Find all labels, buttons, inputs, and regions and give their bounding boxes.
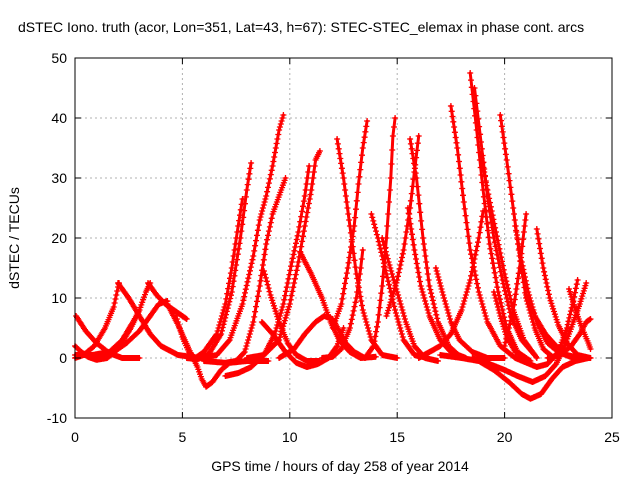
arc-markers: [415, 208, 487, 361]
x-tick-label: 20: [497, 429, 513, 445]
arc-line: [546, 317, 592, 360]
y-tick-label: 10: [51, 290, 67, 306]
arc-line: [116, 281, 202, 360]
arc-line: [408, 137, 464, 360]
arc-line: [320, 248, 365, 360]
arc-line: [567, 287, 592, 351]
y-tick-label: 0: [59, 350, 67, 366]
arc-41: [544, 316, 594, 361]
arc-line: [74, 314, 141, 360]
x-tick-label: 15: [389, 429, 405, 445]
arc-line: [380, 236, 440, 363]
arc-26: [407, 136, 465, 361]
arc-line: [262, 269, 322, 363]
arc-18: [319, 247, 366, 361]
arc-line: [479, 152, 539, 360]
arc-line: [449, 104, 517, 360]
arc-line: [369, 212, 429, 360]
arc-34: [501, 211, 530, 349]
arc-19: [334, 136, 401, 361]
arc-42: [566, 286, 594, 352]
arc-line: [503, 212, 528, 348]
x-tick-label: 10: [282, 429, 298, 445]
arc-line: [95, 299, 169, 360]
arc-13: [243, 148, 323, 361]
x-tick-label: 25: [604, 429, 620, 445]
y-tick-label: 30: [51, 170, 67, 186]
y-tick-label: 40: [51, 110, 67, 126]
arc-markers: [198, 112, 287, 361]
arc-line: [524, 293, 592, 360]
x-axis-label: GPS time / hours of day 258 of year 2014: [211, 458, 469, 474]
arc-line: [260, 320, 345, 369]
arc-line: [470, 281, 588, 384]
arc-line: [299, 251, 378, 360]
arc-28: [432, 265, 508, 361]
arc-line: [498, 113, 556, 360]
arc-15: [258, 319, 347, 370]
arc-43: [490, 289, 530, 361]
x-tick-label: 5: [179, 429, 187, 445]
arc-14: [261, 268, 323, 364]
arc-line: [202, 176, 287, 365]
arc-line: [331, 119, 369, 330]
y-tick-label: 20: [51, 230, 67, 246]
arc-10: [198, 112, 287, 361]
arc-20: [329, 118, 371, 331]
arc-27: [415, 208, 487, 361]
arc-line: [434, 266, 507, 360]
arc-line: [245, 149, 322, 360]
arc-4: [93, 298, 171, 361]
chart-title: dSTEC Iono. truth (acor, Lon=351, Lat=43…: [18, 19, 584, 35]
arc-29: [447, 103, 519, 361]
arc-line: [406, 206, 468, 360]
data-points: [72, 70, 594, 402]
arc-line: [73, 308, 141, 357]
arc-11: [200, 175, 289, 366]
arc-line: [417, 209, 485, 360]
y-axis-label: dSTEC / TECUs: [6, 187, 22, 289]
y-tick-label: 50: [51, 50, 67, 66]
arc-line: [492, 290, 528, 360]
y-tick-label: -10: [47, 410, 67, 426]
arc-line: [174, 197, 244, 360]
x-tick-label: 0: [71, 429, 79, 445]
arc-line: [335, 137, 399, 360]
arc-line: [200, 113, 285, 360]
